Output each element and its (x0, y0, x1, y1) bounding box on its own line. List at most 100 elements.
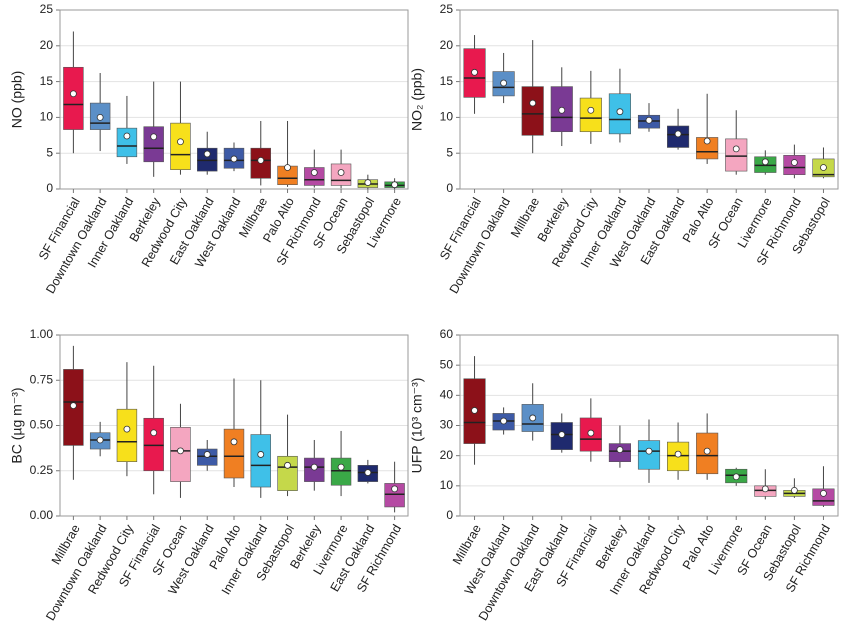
y-tick-label: 15 (440, 74, 454, 88)
box (170, 427, 191, 482)
box (250, 434, 271, 488)
mean (703, 137, 711, 145)
mean (96, 114, 104, 121)
mean (587, 429, 595, 437)
mean (500, 417, 508, 425)
mean (284, 164, 291, 171)
mean (529, 414, 537, 422)
mean (761, 485, 769, 493)
box (170, 122, 191, 170)
mean (257, 451, 265, 458)
box (143, 417, 164, 472)
mean (364, 179, 372, 186)
mean (310, 463, 318, 471)
mean (123, 132, 131, 140)
mean (790, 159, 798, 166)
mean (587, 106, 595, 114)
y-axis-label: UFP (10³ cm⁻³) (409, 378, 425, 474)
mean (529, 99, 537, 107)
box (330, 457, 352, 486)
mean (761, 158, 769, 166)
y-tick-label: 25 (40, 2, 54, 16)
mean (616, 446, 624, 454)
y-tick-label: 50 (440, 357, 454, 371)
y-tick-label: 25 (440, 2, 454, 16)
mean (703, 447, 711, 455)
y-tick-label: 5 (46, 145, 53, 159)
y-tick-label: 15 (40, 74, 54, 88)
mean (820, 164, 827, 171)
mean (337, 463, 345, 471)
y-tick-label: 40 (440, 388, 454, 402)
y-tick-label: 10 (440, 478, 454, 492)
y-tick-label: 0.25 (30, 463, 54, 477)
box (304, 167, 325, 186)
mean (391, 485, 399, 493)
mean (69, 90, 77, 98)
box (521, 86, 544, 136)
y-tick-label: 0.50 (30, 418, 54, 432)
y-tick-label: 0 (446, 181, 453, 195)
y-tick-label: 10 (440, 110, 454, 124)
y-tick-label: 60 (440, 327, 454, 341)
box (637, 440, 661, 470)
box (143, 126, 164, 163)
mean (150, 133, 158, 141)
mean (732, 145, 740, 153)
box (116, 127, 138, 158)
mean (364, 469, 372, 476)
box (277, 455, 298, 491)
mean (150, 429, 158, 437)
y-axis-label: BC (µg m⁻³) (9, 387, 25, 463)
box (384, 483, 405, 508)
mean (284, 461, 291, 469)
mean (203, 451, 211, 458)
y-tick-label: 30 (440, 418, 454, 432)
mean (69, 402, 77, 409)
mean (732, 473, 740, 481)
mean (645, 116, 653, 124)
mean (558, 431, 566, 438)
box (579, 97, 602, 133)
mean (558, 106, 566, 114)
y-tick-label: 5 (446, 145, 453, 159)
box (63, 66, 84, 130)
mean (471, 68, 478, 76)
box (725, 138, 748, 172)
plot-frame (459, 9, 839, 190)
mean (203, 150, 211, 158)
mean (500, 79, 508, 87)
y-tick-label: 0 (446, 508, 453, 522)
mean (257, 156, 265, 164)
mean (177, 447, 184, 455)
mean (337, 169, 345, 176)
mean (177, 138, 184, 146)
mean (471, 407, 478, 414)
box (696, 137, 719, 160)
box (116, 408, 138, 462)
mean (310, 169, 318, 176)
y-tick-label: 20 (40, 38, 54, 52)
mean (123, 425, 131, 433)
y-axis-label: NO (ppb) (9, 71, 25, 129)
y-tick-label: 0.00 (30, 508, 54, 522)
y-tick-label: 0.75 (30, 372, 54, 386)
mean (790, 486, 798, 494)
mean (96, 436, 104, 444)
y-tick-label: 20 (440, 448, 454, 462)
mean (230, 438, 238, 446)
mean (616, 108, 624, 116)
y-tick-label: 10 (40, 110, 54, 124)
mean (230, 155, 238, 163)
mean (674, 450, 682, 458)
y-axis-label: NO₂ (ppb) (409, 68, 425, 131)
mean (391, 181, 399, 189)
mean (674, 130, 682, 138)
box (223, 428, 245, 479)
mean (820, 489, 827, 497)
